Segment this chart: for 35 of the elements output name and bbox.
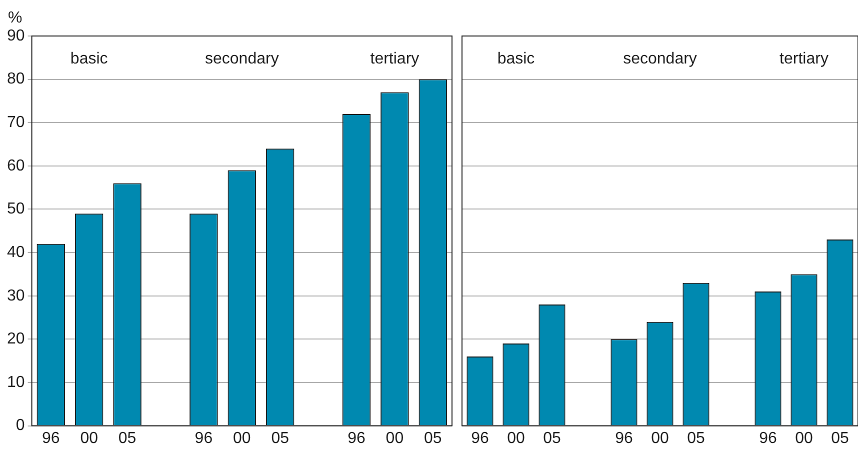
x-tick-label: 00 <box>795 430 813 447</box>
x-tick-label: 96 <box>759 430 777 447</box>
y-tick-label: 30 <box>7 287 25 304</box>
y-tick-label: 50 <box>7 200 25 218</box>
y-tick-label: 40 <box>7 244 25 261</box>
x-tick-label: 00 <box>386 430 404 447</box>
x-tick-label: 05 <box>687 430 705 447</box>
y-tick-label: 80 <box>7 70 25 88</box>
x-tick-label: 05 <box>271 430 290 447</box>
annotation: secondary <box>204 50 279 68</box>
x-tick-label: 96 <box>42 430 60 447</box>
x-tick-label: 05 <box>543 430 561 447</box>
x-tick-label: 96 <box>194 430 213 447</box>
x-tick-label: 96 <box>471 430 489 447</box>
y-tick-label: 60 <box>7 157 25 174</box>
annotation: tertiary <box>370 50 420 68</box>
y-tick-label: 20 <box>7 330 25 348</box>
y-axis-title: % <box>8 9 22 26</box>
x-tick-label: 05 <box>831 430 849 447</box>
annotation: secondary <box>623 50 697 68</box>
x-tick-label: 00 <box>651 430 669 447</box>
x-tick-label: 96 <box>348 430 366 447</box>
x-tick-label: 00 <box>507 430 525 447</box>
y-tick-label: 70 <box>7 114 25 132</box>
annotation: basic <box>70 50 108 68</box>
x-tick-label: 00 <box>233 430 251 447</box>
x-tick-label: 96 <box>615 430 633 447</box>
x-tick-label: 05 <box>424 430 442 447</box>
y-tick-label: 0 <box>16 417 25 434</box>
x-tick-label: 00 <box>80 430 98 447</box>
annotation: tertiary <box>780 50 828 68</box>
y-tick-label: 90 <box>7 27 25 44</box>
x-tick-label: 05 <box>118 430 136 447</box>
y-tick-label: 10 <box>7 374 25 391</box>
annotation: basic <box>497 50 535 68</box>
